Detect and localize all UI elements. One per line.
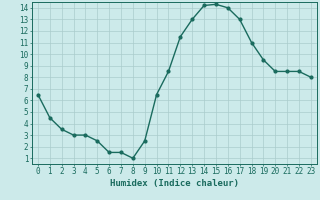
X-axis label: Humidex (Indice chaleur): Humidex (Indice chaleur) [110,179,239,188]
